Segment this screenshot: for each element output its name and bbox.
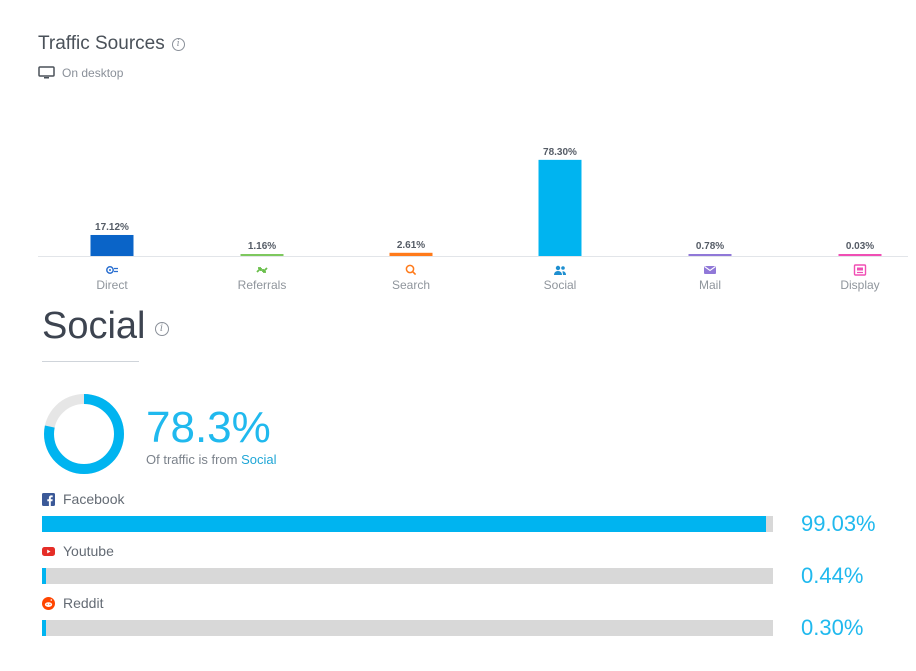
social-title: Social [42,305,146,347]
source-name: Facebook [63,491,125,507]
source-bar-track [42,516,773,532]
youtube-icon [42,546,55,556]
category-label: Display [840,278,879,292]
source-bar-fill [42,568,47,584]
category-label: Mail [699,278,721,292]
social-icon [553,264,567,276]
source-name: Youtube [63,543,114,559]
monitor-icon [38,66,55,79]
source-bar-track [42,568,773,584]
section-title-text: Traffic Sources [38,33,165,54]
reddit-icon [42,596,55,610]
device-indicator: On desktop [38,66,123,80]
bar-value-label: 0.78% [696,241,724,252]
facebook-icon [42,492,55,506]
chart-baseline [38,256,908,257]
search-icon [404,264,418,276]
referrals-icon [255,264,269,276]
bar-direct[interactable] [90,234,134,256]
social-heading: Social i [42,305,169,348]
source-percent: 0.30% [801,615,864,640]
bar-value-label: 0.03% [846,241,874,252]
bar-display[interactable] [838,254,882,256]
direct-icon [105,264,119,276]
bar-mail[interactable] [688,254,732,256]
category-label: Search [392,278,430,292]
bar-social[interactable] [538,159,582,256]
source-percent: 99.03% [801,511,876,536]
traffic-note: Of traffic is from Social [146,452,277,467]
bar-value-label: 17.12% [95,222,129,233]
facebook-label: Facebook [42,491,124,507]
source-bar-track [42,620,773,636]
heading-divider [42,361,139,362]
donut-fill [44,394,124,474]
display-icon [853,264,867,276]
social-share-value: 78.3% [146,403,271,452]
category-label: Referrals [238,278,287,292]
bar-value-label: 78.30% [543,147,577,158]
social-link[interactable]: Social [241,452,277,467]
youtube-label: Youtube [42,543,114,559]
info-icon[interactable]: i [154,321,169,336]
category-label: Direct [96,278,128,292]
bar-value-label: 1.16% [248,241,276,252]
source-name: Reddit [63,595,104,611]
source-percent: 0.44% [801,563,864,588]
source-bar-fill [42,620,47,636]
bar-search[interactable] [389,252,433,256]
info-icon[interactable]: i [171,37,185,51]
device-label: On desktop [62,66,124,80]
bar-referrals[interactable] [240,254,284,256]
source-bar-fill [42,516,766,532]
section-title: Traffic Sources i [38,33,185,55]
reddit-label: Reddit [42,595,103,611]
mail-icon [703,264,717,276]
social-share-donut [44,394,124,474]
traffic-note-prefix: Of traffic is from [146,452,238,467]
traffic-sources-chart: 17.12% Direct 1.16% Referrals 2.61% Search 78.… [90,147,882,292]
category-label: Social [544,278,577,292]
bar-value-label: 2.61% [397,240,425,251]
